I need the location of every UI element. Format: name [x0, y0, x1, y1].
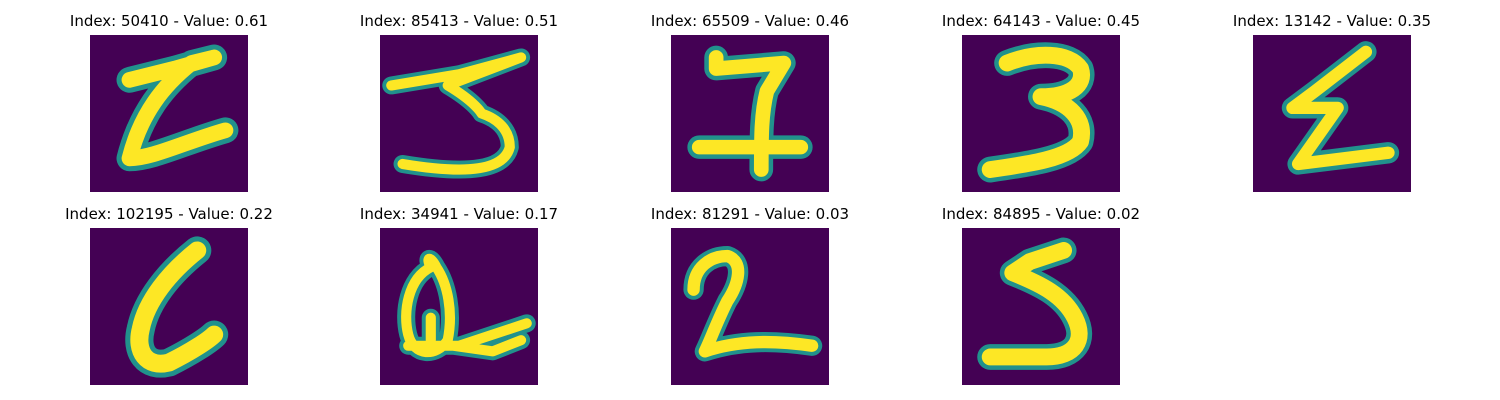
digit-image	[90, 228, 248, 385]
digit-image	[90, 35, 248, 192]
panel: Index: 64143 - Value: 0.45	[896, 12, 1186, 197]
digit-image	[962, 35, 1120, 192]
panel: Index: 65509 - Value: 0.46	[605, 12, 895, 197]
panel-title: Index: 64143 - Value: 0.45	[941, 12, 1141, 30]
digit-image	[671, 228, 829, 385]
digit-image	[380, 228, 538, 385]
digit-image	[380, 35, 538, 192]
handwritten-6-icon	[116, 44, 239, 172]
handwritten-3-icon	[977, 42, 1095, 183]
handwritten-6-icon	[125, 236, 229, 378]
panel-title: Index: 85413 - Value: 0.51	[359, 12, 559, 30]
panel: Index: 84895 - Value: 0.02	[896, 205, 1186, 390]
panel: Index: 13142 - Value: 0.35	[1187, 12, 1477, 197]
panel-title: Index: 65509 - Value: 0.46	[650, 12, 850, 30]
panel-title: Index: 50410 - Value: 0.61	[69, 12, 269, 30]
panel: Index: 85413 - Value: 0.51	[314, 12, 604, 197]
panel-title: Index: 81291 - Value: 0.03	[650, 205, 850, 223]
handwritten-7-icon	[687, 45, 813, 182]
panel-title: Index: 102195 - Value: 0.22	[65, 205, 273, 223]
panel-title: Index: 13142 - Value: 0.35	[1232, 12, 1432, 30]
digit-image	[671, 35, 829, 192]
panel-title: Index: 84895 - Value: 0.02	[941, 205, 1141, 223]
panel: Index: 102195 - Value: 0.22	[24, 205, 314, 390]
digit-image	[1253, 35, 1411, 192]
panel: Index: 81291 - Value: 0.03	[605, 205, 895, 390]
handwritten-3-icon	[382, 48, 531, 179]
panel: Index: 50410 - Value: 0.61	[24, 12, 314, 197]
handwritten-5-icon	[977, 237, 1093, 370]
handwritten-2-icon	[683, 245, 823, 362]
digit-image	[962, 228, 1120, 385]
panel-title: Index: 34941 - Value: 0.17	[359, 205, 559, 223]
handwritten-q-icon	[397, 249, 536, 362]
handwritten-z-icon	[1281, 41, 1400, 175]
panel: Index: 34941 - Value: 0.17	[314, 205, 604, 390]
